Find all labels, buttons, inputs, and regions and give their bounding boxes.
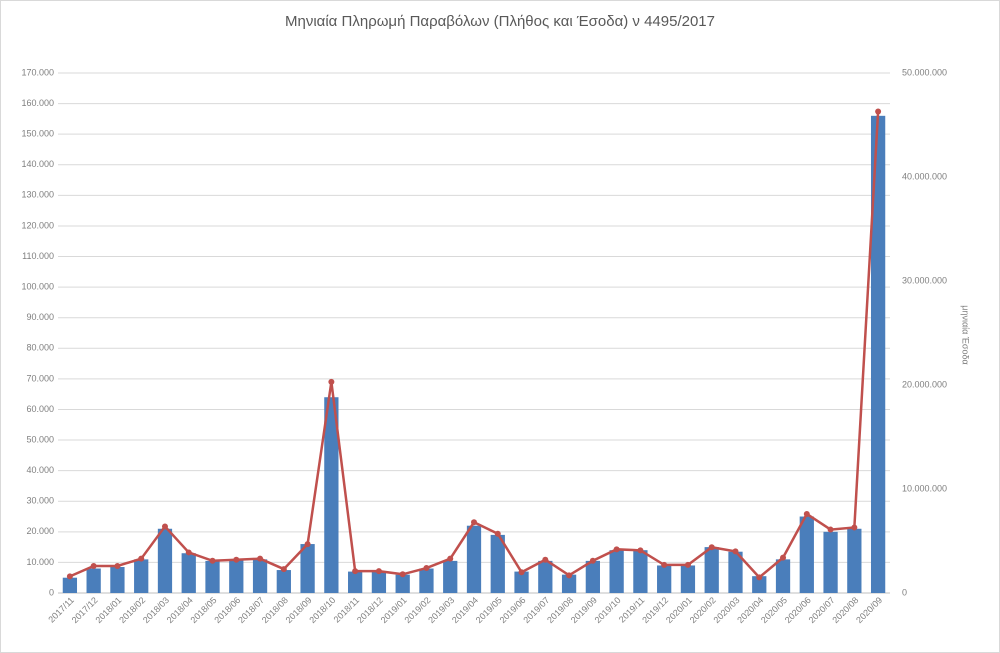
bar: [490, 534, 505, 593]
bar: [728, 551, 743, 593]
bar: [561, 574, 577, 593]
line-marker: [185, 549, 192, 556]
line-marker: [66, 573, 73, 580]
bar: [110, 567, 125, 593]
line-marker: [161, 523, 168, 530]
line-marker: [233, 556, 240, 563]
line-marker: [375, 568, 382, 575]
bar: [466, 525, 482, 593]
line-marker: [447, 555, 454, 562]
bar: [371, 571, 387, 593]
y-tick-label: 120.000: [21, 220, 54, 230]
line-marker: [518, 569, 525, 576]
y-tick-label: 90.000: [26, 312, 54, 322]
line-marker: [257, 555, 264, 562]
bar: [395, 574, 410, 593]
y2-tick-label: 10.000.000: [902, 483, 947, 493]
line-marker: [851, 524, 858, 531]
bar: [847, 528, 862, 593]
bar: [157, 528, 173, 593]
y2-tick-label: 50.000.000: [902, 67, 947, 77]
y-tick-label: 130.000: [21, 190, 54, 200]
bar: [252, 559, 268, 593]
y-tick-label: 0: [49, 587, 54, 597]
bar: [585, 560, 600, 593]
line-marker: [328, 378, 335, 385]
bar: [86, 568, 101, 593]
line-marker: [780, 554, 787, 561]
y-tick-label: 40.000: [26, 465, 54, 475]
bar: [419, 568, 434, 593]
line-marker: [566, 572, 573, 579]
bar: [134, 559, 149, 593]
line-marker: [803, 510, 810, 517]
bar: [609, 550, 624, 593]
bar: [514, 571, 529, 593]
bar: [752, 576, 767, 593]
y-tick-label: 110.000: [22, 251, 54, 261]
line-marker: [589, 557, 596, 564]
y-tick-label: 50.000: [26, 434, 54, 444]
line-marker: [661, 561, 668, 568]
line-marker: [114, 562, 121, 569]
bar: [799, 516, 814, 593]
y2-tick-label: 40.000.000: [902, 171, 947, 181]
bar: [276, 570, 291, 593]
bar: [229, 559, 244, 593]
y2-tick-label: 20.000.000: [902, 379, 947, 389]
bar: [657, 565, 672, 593]
y-tick-label: 60.000: [26, 404, 54, 414]
line-marker: [637, 547, 644, 554]
y2-axis-label: μηνιαία Έσοδα: [961, 305, 971, 364]
bar: [633, 550, 648, 593]
line-marker: [471, 519, 477, 526]
bar: [680, 565, 696, 593]
y2-tick-label: 0: [902, 587, 907, 597]
line-marker: [209, 557, 216, 564]
y2-tick-label: 30.000.000: [902, 275, 947, 285]
y-tick-label: 30.000: [26, 496, 54, 506]
line-marker: [708, 544, 715, 551]
line-marker: [280, 566, 287, 573]
y-tick-label: 10.000: [26, 557, 54, 567]
line-marker: [732, 548, 739, 555]
bar: [704, 547, 719, 593]
bar: [538, 560, 553, 593]
line-marker: [423, 565, 430, 572]
bar: [775, 559, 791, 593]
line-marker: [304, 541, 311, 548]
y-tick-label: 80.000: [26, 343, 54, 353]
bar: [181, 553, 196, 593]
bar: [823, 531, 838, 593]
y-tick-label: 160.000: [21, 98, 54, 108]
y-tick-label: 150.000: [21, 129, 54, 139]
line-marker: [138, 555, 145, 562]
y-tick-label: 100.000: [21, 281, 54, 291]
line-marker: [756, 574, 763, 581]
line-marker: [90, 562, 97, 569]
y-tick-label: 20.000: [26, 526, 54, 536]
line-marker: [827, 526, 834, 533]
y-tick-label: 170.000: [21, 67, 54, 77]
bar: [443, 560, 458, 593]
line-marker: [352, 568, 359, 575]
line-marker: [494, 530, 501, 537]
line-marker: [684, 561, 691, 568]
bar: [348, 571, 363, 593]
bar: [205, 560, 220, 593]
y-tick-label: 140.000: [21, 159, 54, 169]
chart-title: Μηνιαία Πληρωμή Παραβόλων (Πλήθος και Έσ…: [285, 13, 715, 30]
line-marker: [613, 546, 620, 553]
bar: [62, 577, 78, 593]
bar: [324, 397, 339, 593]
bar: [300, 544, 315, 593]
y-tick-label: 70.000: [26, 373, 54, 383]
line-marker: [399, 571, 406, 578]
line-marker: [875, 108, 882, 115]
bar: [870, 115, 886, 593]
line-marker: [542, 556, 549, 563]
